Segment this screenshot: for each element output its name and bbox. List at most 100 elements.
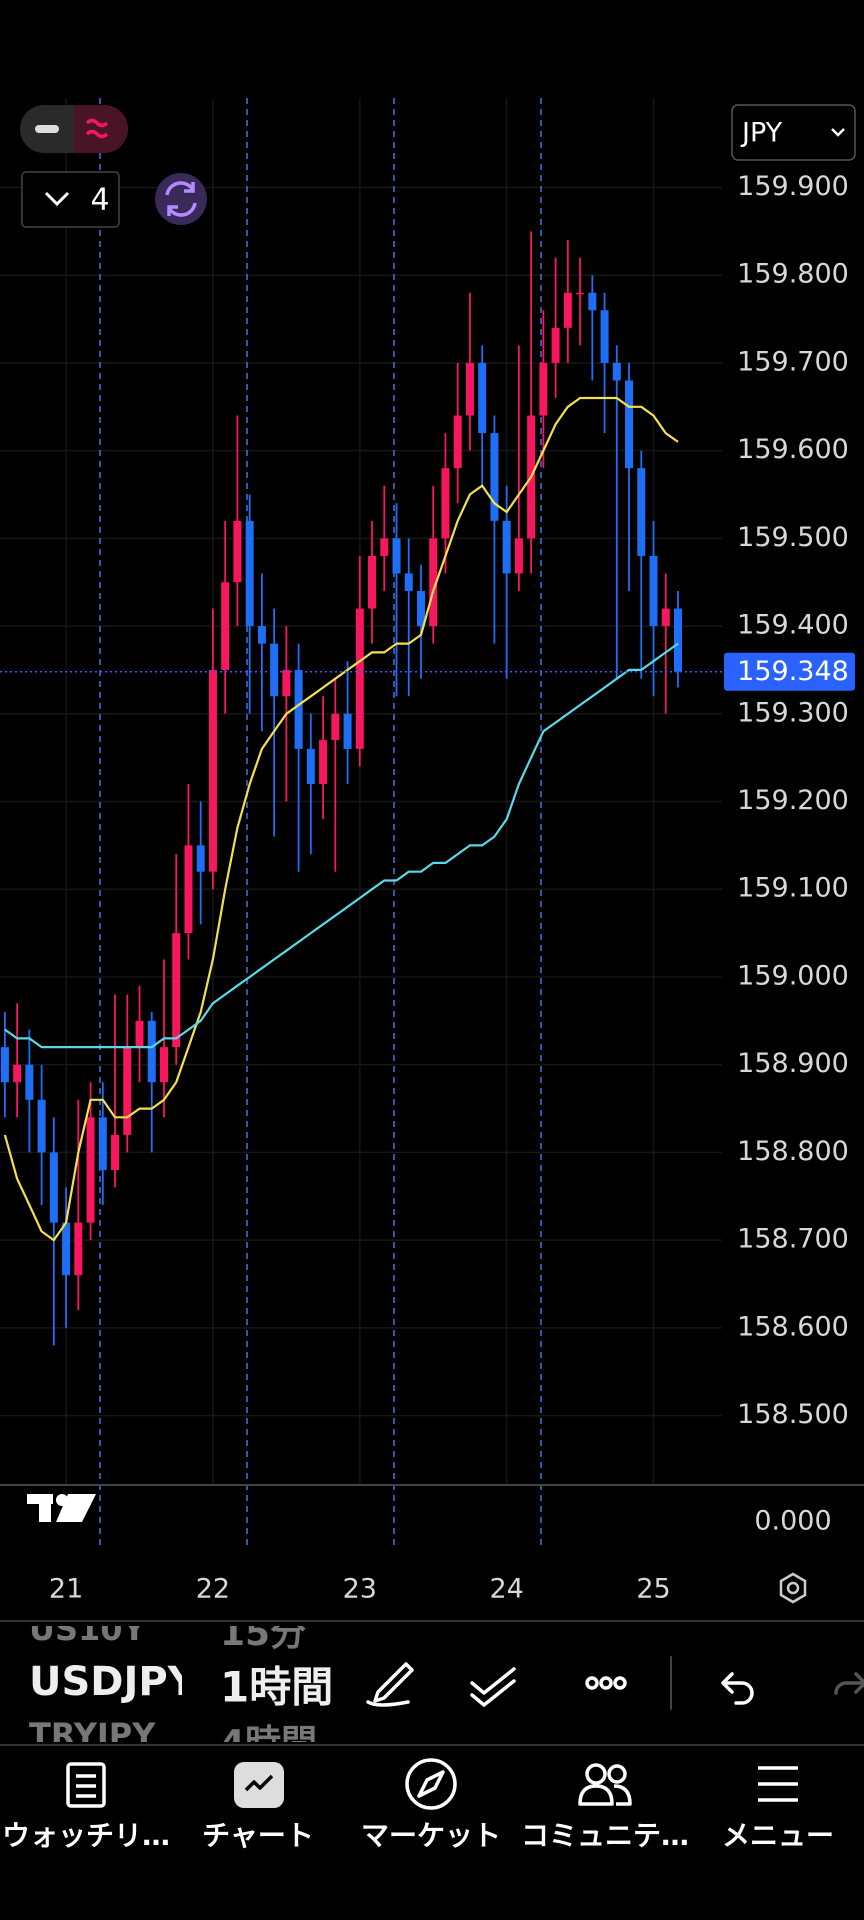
candle-body [306,748,315,784]
nav-label[interactable]: メニュー [722,1819,834,1852]
candle-body [600,310,609,363]
candle-body [343,713,352,749]
candle-body [86,1117,95,1223]
redo-button[interactable] [834,1672,864,1695]
last-price-label: 159.348 [737,656,849,687]
market-icon[interactable] [405,1758,457,1810]
nav-label[interactable]: マーケット [361,1819,501,1852]
candle-body [551,327,560,363]
symbol-picker[interactable]: US10Y USDJPY TRYJPY [29,1610,198,1754]
nav-label[interactable]: コミュニテ… [521,1819,689,1852]
settings-button[interactable] [779,1572,807,1604]
watchlist-icon[interactable] [66,1762,106,1808]
nav-label[interactable]: ウォッチリ… [2,1819,170,1852]
candle-body [563,292,572,328]
candle-body [208,669,217,872]
candle-body [233,520,242,583]
candle-body [25,1064,34,1100]
candle-body [441,468,450,539]
x-tick-label: 23 [343,1574,377,1605]
more-button[interactable] [585,1676,627,1690]
symbol-option[interactable]: TRYJPY [29,1716,156,1754]
candle-body [576,292,585,295]
candle-body [319,740,328,784]
y-tick-label: 158.900 [737,1048,849,1079]
moving-average-line [4,642,679,1049]
candle-body [465,362,474,416]
candle-body [111,1134,120,1170]
y-tick-label: 159.500 [737,522,849,553]
settings-icon [786,1581,800,1595]
tv-logo [27,1494,96,1522]
candle-body [404,573,413,591]
candle-body [245,520,254,627]
interval-picker[interactable]: 15分 1時間 4時間 [220,1613,333,1764]
candle-body [429,538,438,627]
candle-body [649,555,658,627]
candle-body [74,1222,83,1276]
candle-body [37,1099,46,1153]
candle-body [331,713,340,741]
candle-body [514,538,523,574]
y-tick-label: 159.100 [737,873,849,904]
candle-body [147,1020,156,1083]
candle-body [123,1047,132,1135]
y-tick-label: 159.300 [737,697,849,728]
candle-body [490,433,499,521]
sync-icon [165,181,197,217]
chart-icon [244,1774,274,1792]
chevron [831,128,845,137]
count-dropdown[interactable] [21,171,120,228]
candle-body [257,626,266,644]
community-icon[interactable] [578,1763,632,1806]
candle-body [612,362,621,381]
x-tick-label: 21 [49,1574,83,1605]
candle-body [294,669,303,749]
axis-layer: 158.500 158.600 158.700 158.800 158.900 159.0… [49,171,855,1605]
candle-body [539,362,548,416]
candle-body [98,1117,107,1170]
y-tick-label: 158.800 [737,1136,849,1167]
y-tick-label: 159.400 [737,610,849,641]
moving-average-line [3,396,679,1242]
currency-value: JPY [740,118,783,149]
candle-body [673,608,682,672]
lower-pane-label: 0.000 [754,1506,831,1537]
symbol-option[interactable]: US10Y [29,1610,147,1648]
candle-body [625,380,634,469]
candle-body [282,669,291,697]
candle-body [380,538,389,556]
currency-dropdown[interactable] [731,104,856,161]
candle-body [453,415,462,469]
candle-body [661,608,670,627]
candle-body [172,933,181,1048]
x-tick-label: 24 [489,1574,523,1605]
candle-body [135,1020,144,1048]
toggle-wave-icon [85,118,109,139]
candle-body [0,1047,9,1083]
symbol-selected[interactable]: USDJPY [29,1659,198,1705]
interval-option[interactable]: 4時間 [220,1723,317,1764]
interval-option[interactable]: 15分 [220,1613,306,1654]
chevron [44,191,70,207]
trendline-button[interactable] [470,1667,516,1707]
interval-selected[interactable]: 1時間 [220,1663,333,1712]
x-tick-label: 22 [196,1574,230,1605]
undo-button[interactable] [721,1672,754,1705]
candle-body [637,468,646,556]
candle-body [588,292,597,311]
y-tick-label: 159.900 [737,171,849,202]
candle-body [416,590,425,627]
candle-body [13,1064,22,1083]
candle-body [196,845,205,872]
toggle-active [74,105,128,153]
candle-body [368,555,377,609]
sync-button[interactable] [155,173,207,225]
nav-label[interactable]: チャート [202,1819,314,1852]
draw-button[interactable] [366,1662,414,1707]
menu-icon[interactable] [758,1766,798,1802]
candle-body [392,538,401,574]
candle-body [159,1047,168,1083]
y-tick-label: 159.800 [737,259,849,290]
